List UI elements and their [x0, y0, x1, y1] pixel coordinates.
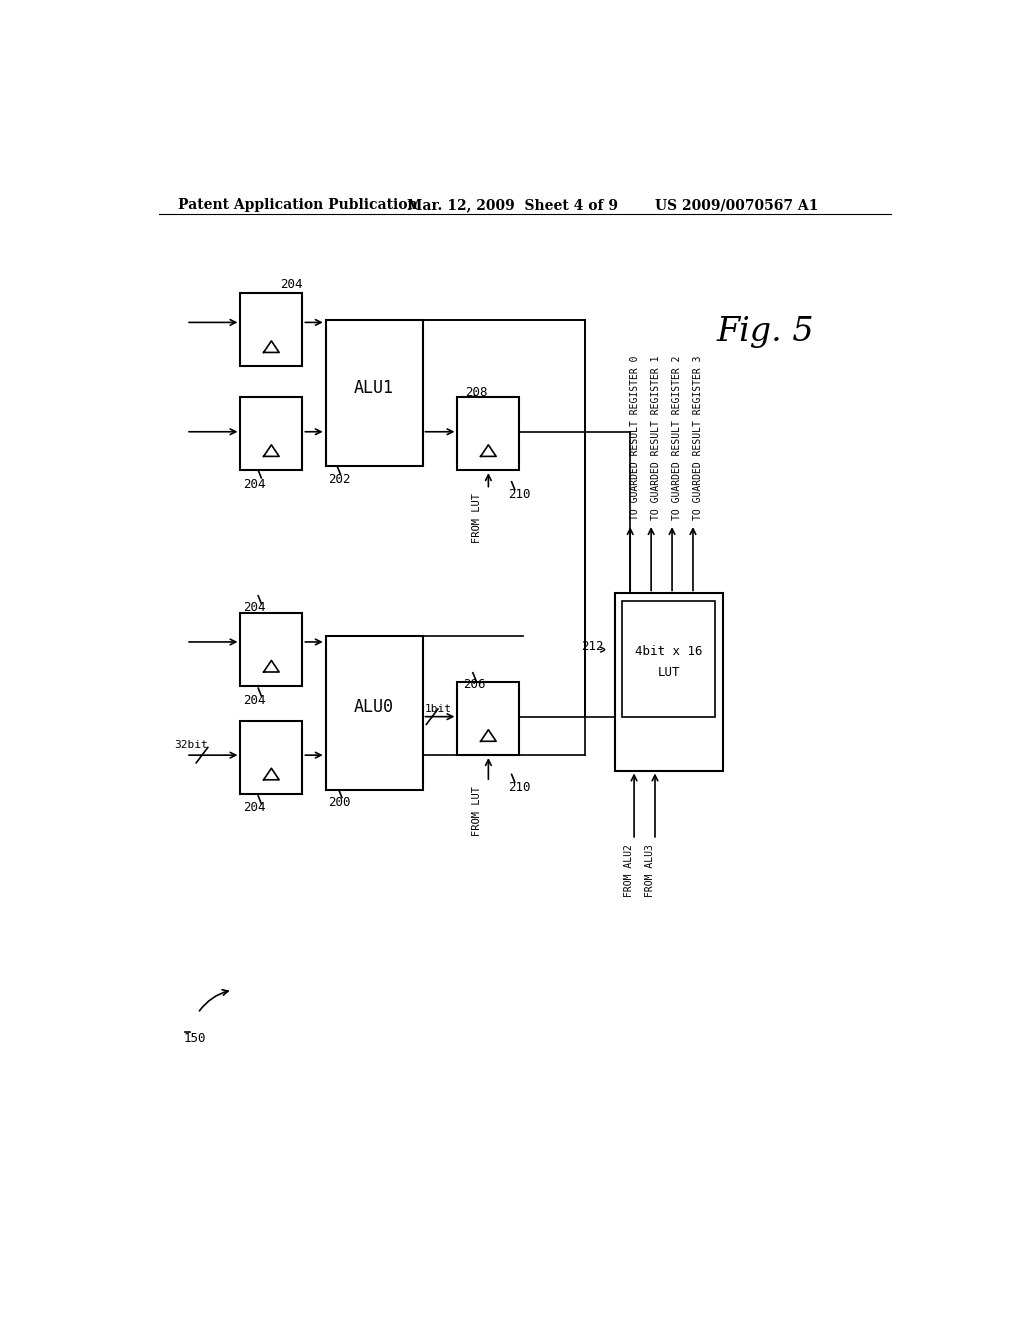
Text: 202: 202 — [328, 473, 350, 486]
Text: US 2009/0070567 A1: US 2009/0070567 A1 — [655, 198, 818, 213]
Bar — [241, 612, 302, 686]
Text: TO GUARDED RESULT REGISTER 1: TO GUARDED RESULT REGISTER 1 — [651, 356, 662, 520]
Text: 4bit x 16: 4bit x 16 — [635, 644, 702, 657]
Text: 204: 204 — [243, 693, 265, 706]
Text: TO GUARDED RESULT REGISTER 2: TO GUARDED RESULT REGISTER 2 — [672, 356, 682, 520]
Bar — [241, 397, 302, 470]
Text: 210: 210 — [508, 488, 530, 502]
Text: ALU0: ALU0 — [353, 698, 393, 717]
Text: TO GUARDED RESULT REGISTER 3: TO GUARDED RESULT REGISTER 3 — [693, 356, 702, 520]
Text: 1bit: 1bit — [425, 705, 452, 714]
Text: 210: 210 — [508, 780, 530, 793]
Text: 204: 204 — [243, 478, 265, 491]
Text: 204: 204 — [243, 801, 265, 814]
Text: FROM LUT: FROM LUT — [472, 785, 481, 836]
Text: Patent Application Publication: Patent Application Publication — [178, 198, 418, 213]
Text: ALU1: ALU1 — [353, 379, 393, 397]
Text: FROM ALU3: FROM ALU3 — [645, 843, 655, 896]
Text: Mar. 12, 2009  Sheet 4 of 9: Mar. 12, 2009 Sheet 4 of 9 — [407, 198, 618, 213]
Bar — [458, 397, 519, 470]
Text: TO GUARDED RESULT REGISTER 0: TO GUARDED RESULT REGISTER 0 — [630, 356, 640, 520]
Bar — [326, 321, 423, 466]
Bar — [326, 636, 423, 789]
Text: 204: 204 — [243, 601, 265, 614]
Text: LUT: LUT — [657, 667, 680, 680]
Bar — [458, 682, 519, 755]
Bar — [623, 601, 716, 717]
Text: Fig. 5: Fig. 5 — [717, 317, 815, 348]
Text: 212: 212 — [582, 640, 604, 652]
Text: 200: 200 — [328, 796, 350, 809]
Text: FROM LUT: FROM LUT — [472, 494, 481, 544]
Text: 150: 150 — [183, 1032, 206, 1045]
Bar — [614, 594, 723, 771]
Text: 32bit: 32bit — [174, 739, 208, 750]
Bar — [241, 721, 302, 793]
Bar — [241, 293, 302, 367]
Text: 204: 204 — [280, 277, 302, 290]
Text: 208: 208 — [465, 385, 487, 399]
Text: 206: 206 — [463, 678, 485, 692]
Text: FROM ALU2: FROM ALU2 — [624, 843, 634, 896]
